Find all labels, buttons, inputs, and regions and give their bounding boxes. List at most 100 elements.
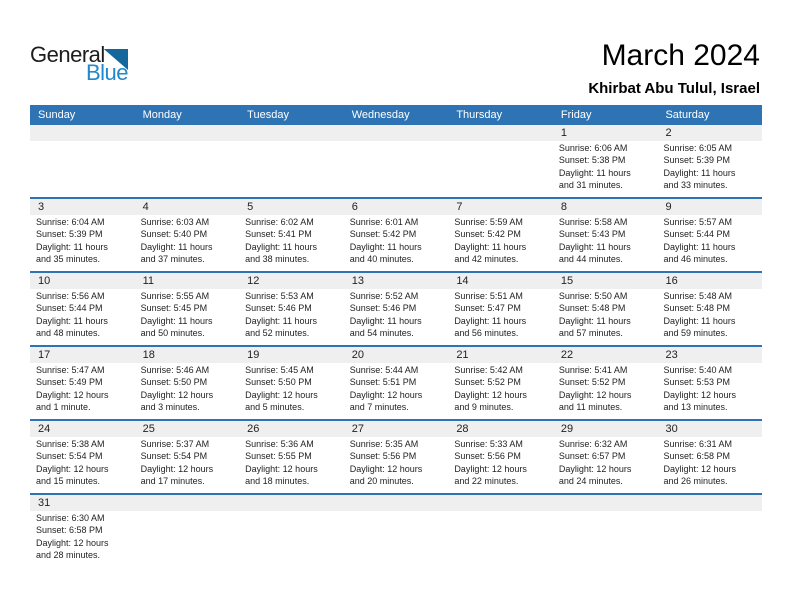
detail-line: Sunset: 5:55 PM [245, 451, 312, 462]
detail-line: Sunrise: 5:57 AM [663, 217, 733, 227]
detail-line: Daylight: 12 hours [349, 389, 423, 400]
detail-line: Sunset: 5:51 PM [349, 377, 417, 388]
detail-line: Sunset: 6:57 PM [558, 451, 626, 462]
day-details: Sunrise: 5:42 AM Sunset: 5:52 PM Daylight:… [448, 363, 553, 418]
detail-line: Sunset: 5:46 PM [245, 303, 312, 314]
detail-line: and 15 minutes. [36, 476, 101, 487]
detail-line: Sunrise: 5:50 AM [558, 291, 628, 301]
day-cell: 15 Sunrise: 5:50 AM Sunset: 5:48 PM Dayligh… [552, 273, 658, 345]
day-details: Sunrise: 6:03 AM Sunset: 5:40 PM Daylight:… [135, 215, 240, 270]
day-number: 31 [30, 495, 135, 511]
day-number: 6 [343, 199, 449, 215]
day-cell: 23 Sunrise: 5:40 AM Sunset: 5:53 PM Dayligh… [657, 347, 763, 419]
day-details: Sunrise: 5:38 AM Sunset: 5:54 PM Daylight:… [30, 437, 135, 492]
detail-line: Daylight: 11 hours [245, 241, 318, 252]
week-row: 17 Sunrise: 5:47 AM Sunset: 5:49 PM Dayligh… [30, 347, 763, 421]
detail-line: Daylight: 12 hours [663, 463, 737, 474]
detail-line: Daylight: 12 hours [140, 463, 214, 474]
detail-line: Sunrise: 5:45 AM [245, 365, 314, 375]
day-details [344, 511, 449, 516]
detail-line: and 40 minutes. [349, 254, 414, 265]
detail-line: Sunrise: 6:32 AM [558, 439, 628, 449]
detail-line: Sunrise: 5:47 AM [36, 365, 105, 375]
detail-line: Sunrise: 5:58 AM [558, 217, 628, 227]
detail-line: Sunset: 5:54 PM [140, 451, 208, 462]
day-details: Sunrise: 5:47 AM Sunset: 5:49 PM Daylight:… [30, 363, 135, 418]
detail-line: and 33 minutes. [663, 180, 728, 191]
day-details [448, 141, 553, 146]
day-details: Sunrise: 5:37 AM Sunset: 5:54 PM Daylight:… [135, 437, 240, 492]
day-number: 2 [657, 125, 763, 141]
logo-text-general-row: General [30, 44, 128, 70]
day-cell: 29 Sunrise: 6:32 AM Sunset: 6:57 PM Dayligh… [552, 421, 658, 493]
day-cell: 7 Sunrise: 5:59 AM Sunset: 5:42 PM Daylight… [448, 199, 553, 271]
detail-line: Sunrise: 6:30 AM [36, 513, 105, 523]
detail-line: Sunset: 5:52 PM [558, 377, 626, 388]
day-number [239, 495, 344, 511]
detail-line: Sunset: 5:50 PM [140, 377, 208, 388]
detail-line: Sunrise: 5:41 AM [558, 365, 628, 375]
detail-line: Sunrise: 6:02 AM [245, 217, 314, 227]
day-details: Sunrise: 5:41 AM Sunset: 5:52 PM Daylight:… [553, 363, 658, 418]
detail-line: Sunset: 6:58 PM [663, 451, 731, 462]
day-number: 19 [239, 347, 344, 363]
detail-line: Daylight: 12 hours [245, 463, 318, 474]
detail-line: and 50 minutes. [140, 328, 205, 339]
detail-line: Daylight: 11 hours [558, 167, 631, 178]
detail-line: Daylight: 11 hours [663, 241, 736, 252]
detail-line: and 5 minutes. [245, 402, 305, 413]
day-details [553, 511, 658, 516]
day-details: Sunrise: 5:46 AM Sunset: 5:50 PM Daylight:… [135, 363, 240, 418]
detail-line: and 22 minutes. [454, 476, 519, 487]
detail-line: Sunrise: 6:03 AM [140, 217, 210, 227]
detail-line: and 17 minutes. [140, 476, 205, 487]
weekday-header-thursday: Thursday [456, 109, 503, 121]
day-cell: 25 Sunrise: 5:37 AM Sunset: 5:54 PM Dayligh… [134, 421, 240, 493]
detail-line: Daylight: 12 hours [663, 389, 737, 400]
day-number [239, 125, 344, 141]
day-details: Sunrise: 6:32 AM Sunset: 6:57 PM Daylight:… [553, 437, 658, 492]
day-cell: 16 Sunrise: 5:48 AM Sunset: 5:48 PM Dayligh… [657, 273, 763, 345]
week-row: 24 Sunrise: 5:38 AM Sunset: 5:54 PM Dayligh… [30, 421, 763, 495]
day-details: Sunrise: 5:50 AM Sunset: 5:48 PM Daylight:… [553, 289, 658, 344]
detail-line: and 24 minutes. [558, 476, 623, 487]
week-row: 31 Sunrise: 6:30 AM Sunset: 6:58 PM Dayligh… [30, 495, 763, 569]
detail-line: Daylight: 12 hours [36, 463, 109, 474]
detail-line: Sunrise: 5:44 AM [349, 365, 419, 375]
day-details [344, 141, 449, 146]
detail-line: and 11 minutes. [558, 402, 623, 413]
detail-line: Daylight: 11 hours [245, 315, 318, 326]
day-details: Sunrise: 5:55 AM Sunset: 5:45 PM Daylight:… [135, 289, 240, 344]
calendar-table: Sunday Monday Tuesday Wednesday Thursday… [30, 105, 763, 569]
detail-line: Sunset: 5:44 PM [36, 303, 103, 314]
detail-line: Sunset: 5:38 PM [558, 155, 626, 166]
day-number: 20 [343, 347, 449, 363]
day-number: 28 [448, 421, 553, 437]
day-cell: 27 Sunrise: 5:35 AM Sunset: 5:56 PM Dayligh… [343, 421, 449, 493]
day-cell: 19 Sunrise: 5:45 AM Sunset: 5:50 PM Dayligh… [239, 347, 344, 419]
detail-line: Sunrise: 5:46 AM [140, 365, 210, 375]
page-title: March 2024 [601, 39, 760, 72]
detail-line: and 44 minutes. [558, 254, 623, 265]
weekday-header-monday: Monday [142, 109, 182, 121]
detail-line: Sunset: 5:41 PM [245, 229, 312, 240]
detail-line: Sunset: 5:42 PM [454, 229, 521, 240]
day-number: 30 [657, 421, 763, 437]
day-cell: 1 Sunrise: 6:06 AM Sunset: 5:38 PM Daylight… [552, 125, 658, 197]
detail-line: and 59 minutes. [663, 328, 728, 339]
day-details: Sunrise: 5:45 AM Sunset: 5:50 PM Daylight:… [239, 363, 344, 418]
detail-line: Sunset: 5:40 PM [140, 229, 208, 240]
detail-line: Sunrise: 6:06 AM [558, 143, 628, 153]
logo-text-blue: Blue [85, 60, 129, 85]
detail-line: Sunrise: 5:53 AM [245, 291, 314, 301]
day-number: 14 [448, 273, 553, 289]
day-cell: 11 Sunrise: 5:55 AM Sunset: 5:45 PM Dayligh… [134, 273, 240, 345]
detail-line: Daylight: 11 hours [349, 315, 422, 326]
day-details: Sunrise: 6:05 AM Sunset: 5:39 PM Daylight:… [657, 141, 762, 196]
day-number [552, 495, 658, 511]
day-details: Sunrise: 5:48 AM Sunset: 5:48 PM Daylight:… [657, 289, 762, 344]
detail-line: Sunset: 5:45 PM [140, 303, 208, 314]
detail-line: Sunset: 5:44 PM [663, 229, 731, 240]
detail-line: Sunrise: 6:04 AM [36, 217, 105, 227]
